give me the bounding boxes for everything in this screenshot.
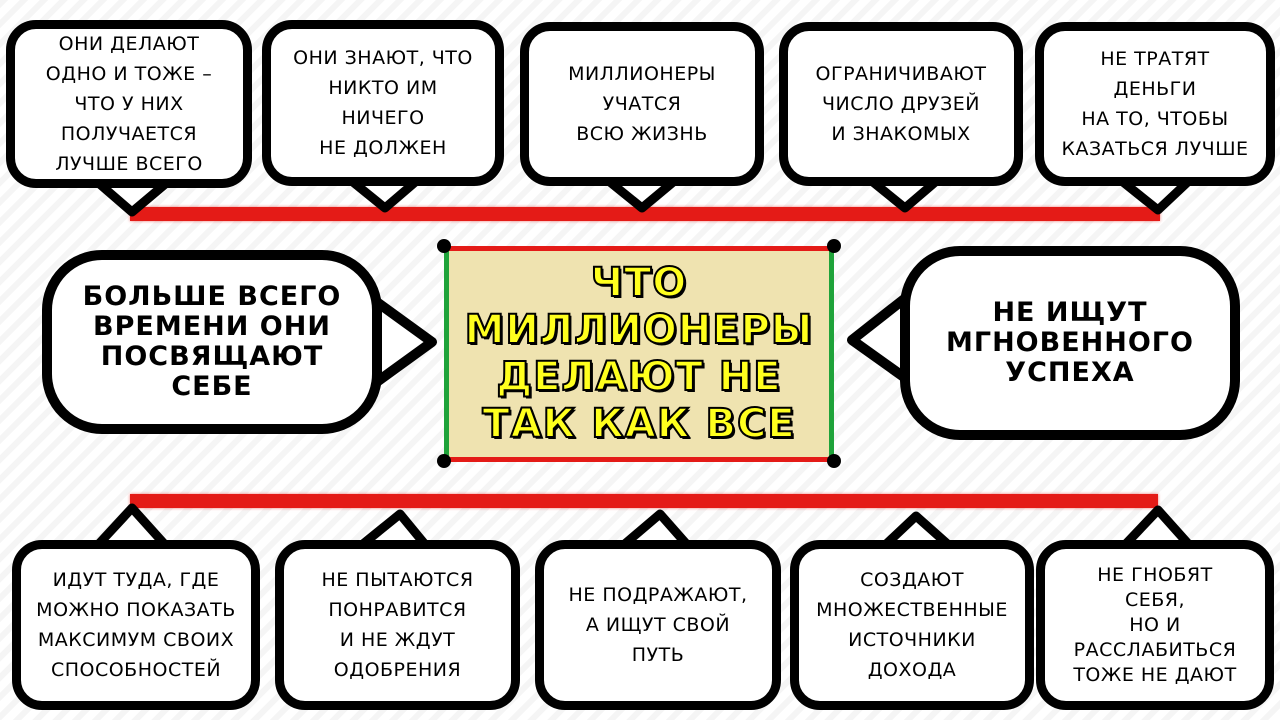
corner-dot [437, 239, 451, 253]
bottom-bubble-3: НЕ ПОДРАЖАЮТ, А ИЩУТ СВОЙ ПУТЬ [535, 540, 781, 710]
bottom-bubble-5: НЕ ГНОБЯТ СЕБЯ, НО И РАССЛАБИТЬСЯ ТОЖЕ Н… [1036, 540, 1274, 710]
top-bubble-4-text: ОГРАНИЧИВАЮТ ЧИСЛО ДРУЗЕЙ И ЗНАКОМЫХ [815, 63, 987, 145]
left-bubble-text: БОЛЬШЕ ВСЕГО ВРЕМЕНИ ОНИ ПОСВЯЩАЮТ СЕБЕ [82, 281, 342, 402]
top-bubble-5-text: НЕ ТРАТЯТ ДЕНЬГИ НА ТО, ЧТОБЫ КАЗАТЬСЯ Л… [1061, 48, 1249, 160]
bottom-bubble-1: ИДУТ ТУДА, ГДЕ МОЖНО ПОКАЗАТЬ МАКСИМУМ С… [12, 540, 260, 710]
center-title: ЧТО МИЛЛИОНЕРЫ ДЕЛАЮТ НЕ ТАК КАК ВСЕ [464, 259, 814, 448]
bottom-bubble-4: СОЗДАЮТ МНОЖЕСТВЕННЫЕ ИСТОЧНИКИ ДОХОДА [790, 540, 1034, 710]
top-bubble-2-text: ОНИ ЗНАЮТ, ЧТО НИКТО ИМ НИЧЕГО НЕ ДОЛЖЕН [293, 47, 473, 159]
top-bubble-4: ОГРАНИЧИВАЮТ ЧИСЛО ДРУЗЕЙ И ЗНАКОМЫХ [779, 22, 1023, 186]
corner-dot [827, 454, 841, 468]
top-bubble-1: ОНИ ДЕЛАЮТ ОДНО И ТОЖЕ – ЧТО У НИХ ПОЛУЧ… [6, 20, 252, 188]
bottom-bubble-5-text: НЕ ГНОБЯТ СЕБЯ, НО И РАССЛАБИТЬСЯ ТОЖЕ Н… [1073, 563, 1237, 686]
bottom-bubble-3-text: НЕ ПОДРАЖАЮТ, А ИЩУТ СВОЙ ПУТЬ [568, 584, 748, 666]
corner-dot [437, 454, 451, 468]
top-bubble-1-text: ОНИ ДЕЛАЮТ ОДНО И ТОЖЕ – ЧТО У НИХ ПОЛУЧ… [45, 33, 213, 175]
bottom-bubble-2-text: НЕ ПЫТАЮТСЯ ПОНРАВИТСЯ И НЕ ЖДУТ ОДОБРЕН… [321, 569, 474, 681]
top-bubble-3: МИЛЛИОНЕРЫ УЧАТСЯ ВСЮ ЖИЗНЬ [520, 22, 764, 186]
bottom-bubble-4-text: СОЗДАЮТ МНОЖЕСТВЕННЫЕ ИСТОЧНИКИ ДОХОДА [816, 569, 1008, 681]
top-bubble-3-text: МИЛЛИОНЕРЫ УЧАТСЯ ВСЮ ЖИЗНЬ [568, 63, 716, 145]
bottom-bubble-1-text: ИДУТ ТУДА, ГДЕ МОЖНО ПОКАЗАТЬ МАКСИМУМ С… [36, 569, 236, 681]
bottom-connector-line [130, 494, 1158, 508]
right-bubble: НЕ ИЩУТ МГНОВЕННОГО УСПЕХА [900, 246, 1240, 440]
left-bubble: БОЛЬШЕ ВСЕГО ВРЕМЕНИ ОНИ ПОСВЯЩАЮТ СЕБЕ [42, 250, 382, 434]
right-bubble-text: НЕ ИЩУТ МГНОВЕННОГО УСПЕХА [946, 297, 1194, 388]
bottom-bubble-2: НЕ ПЫТАЮТСЯ ПОНРАВИТСЯ И НЕ ЖДУТ ОДОБРЕН… [275, 540, 520, 710]
top-bubble-5: НЕ ТРАТЯТ ДЕНЬГИ НА ТО, ЧТОБЫ КАЗАТЬСЯ Л… [1035, 22, 1275, 186]
corner-dot [827, 239, 841, 253]
top-bubble-2: ОНИ ЗНАЮТ, ЧТО НИКТО ИМ НИЧЕГО НЕ ДОЛЖЕН [262, 20, 504, 186]
center-title-box: ЧТО МИЛЛИОНЕРЫ ДЕЛАЮТ НЕ ТАК КАК ВСЕ [444, 246, 834, 462]
